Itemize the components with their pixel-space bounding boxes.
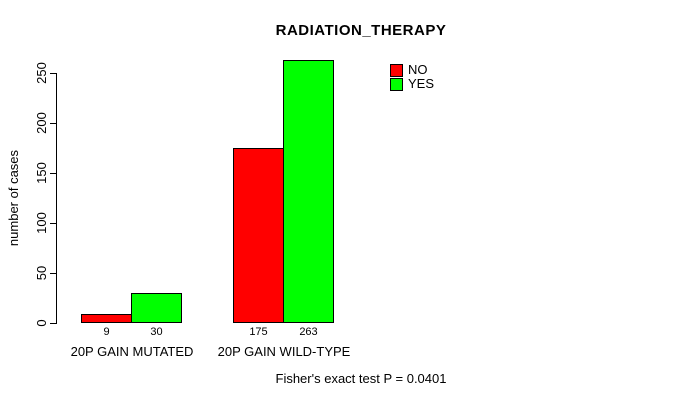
legend-swatch-no: [390, 63, 403, 77]
bar-value-label: 9: [103, 326, 110, 338]
y-axis-label: number of cases: [6, 149, 21, 247]
bar-no-20p-gain-wild-type: [233, 148, 284, 323]
bar-yes-20p-gain-wild-type: [283, 60, 334, 323]
bar-yes-20p-gain-mutated: [131, 293, 182, 323]
legend: NO YES: [390, 63, 434, 91]
legend-label: YES: [408, 76, 435, 91]
y-tick-label: 50: [34, 265, 49, 281]
legend-label: NO: [408, 62, 428, 77]
y-tick-label: 250: [34, 62, 49, 84]
y-tick: [50, 73, 57, 74]
y-tick: [50, 123, 57, 124]
x-category-label: 20P GAIN WILD-TYPE: [217, 344, 351, 359]
y-tick-label: 100: [34, 212, 49, 234]
y-tick: [50, 173, 57, 174]
y-axis-line: [56, 73, 57, 324]
bar-value-label: 175: [249, 326, 268, 338]
bar-value-label: 263: [299, 326, 318, 338]
chart-title: RADIATION_THERAPY: [275, 22, 447, 39]
bar-no-20p-gain-mutated: [81, 314, 132, 323]
bar-value-label: 30: [150, 326, 163, 338]
y-tick-label: 200: [34, 112, 49, 134]
y-tick-label: 150: [34, 162, 49, 184]
legend-swatch-yes: [390, 77, 403, 91]
legend-item: NO: [390, 63, 434, 77]
legend-item: YES: [390, 77, 434, 91]
fisher-test-note: Fisher's exact test P = 0.0401: [275, 371, 447, 386]
y-tick: [50, 323, 57, 324]
y-tick: [50, 223, 57, 224]
y-tick-label: 0: [34, 319, 49, 327]
y-tick: [50, 273, 57, 274]
x-category-label: 20P GAIN MUTATED: [70, 344, 194, 359]
